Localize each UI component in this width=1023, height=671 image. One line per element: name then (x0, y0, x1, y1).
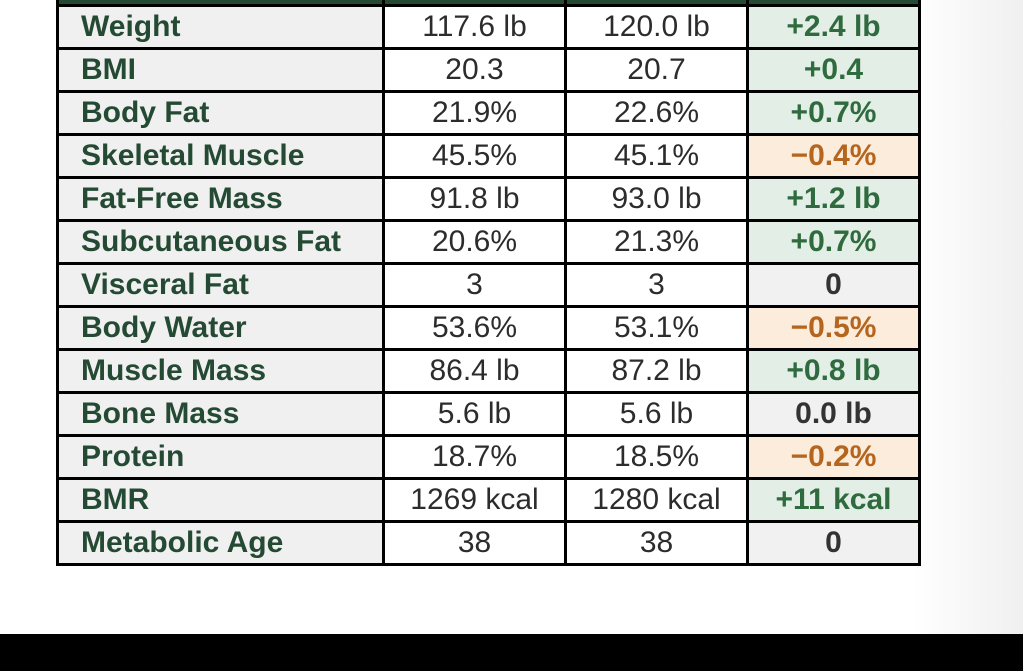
metric-label: Muscle Mass (56, 348, 385, 394)
table-row: BMR 1269 kcal 1280 kcal +11 kcal (56, 477, 921, 523)
change-value: +0.7% (746, 219, 921, 265)
table-row: Visceral Fat 3 3 0 (56, 262, 921, 308)
before-value: 86.4 lb (382, 348, 567, 394)
metric-label: Metabolic Age (56, 520, 385, 566)
before-value: 21.9% (382, 90, 567, 136)
metric-label: Body Fat (56, 90, 385, 136)
before-value: 45.5% (382, 133, 567, 179)
after-value: 87.2 lb (564, 348, 749, 394)
after-value: 22.6% (564, 90, 749, 136)
table-row: Bone Mass 5.6 lb 5.6 lb 0.0 lb (56, 391, 921, 437)
change-value: +0.4 (746, 47, 921, 93)
before-value: 38 (382, 520, 567, 566)
header-cell-before (382, 0, 567, 7)
before-value: 20.6% (382, 219, 567, 265)
table-row: Protein 18.7% 18.5% −0.2% (56, 434, 921, 480)
after-value: 38 (564, 520, 749, 566)
change-value: −0.2% (746, 434, 921, 480)
metric-label: Skeletal Muscle (56, 133, 385, 179)
table-row: Fat-Free Mass 91.8 lb 93.0 lb +1.2 lb (56, 176, 921, 222)
table-row: Skeletal Muscle 45.5% 45.1% −0.4% (56, 133, 921, 179)
before-value: 91.8 lb (382, 176, 567, 222)
metric-label: Body Water (56, 305, 385, 351)
table-row: Weight 117.6 lb 120.0 lb +2.4 lb (56, 4, 921, 50)
change-value: −0.4% (746, 133, 921, 179)
before-value: 117.6 lb (382, 4, 567, 50)
after-value: 3 (564, 262, 749, 308)
before-value: 53.6% (382, 305, 567, 351)
after-value: 21.3% (564, 219, 749, 265)
table-header-row (56, 0, 921, 7)
after-value: 20.7 (564, 47, 749, 93)
metric-label: Protein (56, 434, 385, 480)
header-cell-after (564, 0, 749, 7)
before-value: 1269 kcal (382, 477, 567, 523)
metric-label: Visceral Fat (56, 262, 385, 308)
table-row: Body Water 53.6% 53.1% −0.5% (56, 305, 921, 351)
before-value: 20.3 (382, 47, 567, 93)
change-value: +11 kcal (746, 477, 921, 523)
header-cell-change (746, 0, 921, 7)
table-row: Muscle Mass 86.4 lb 87.2 lb +0.8 lb (56, 348, 921, 394)
table-row: Subcutaneous Fat 20.6% 21.3% +0.7% (56, 219, 921, 265)
change-value: +0.8 lb (746, 348, 921, 394)
table-row: Body Fat 21.9% 22.6% +0.7% (56, 90, 921, 136)
after-value: 5.6 lb (564, 391, 749, 437)
metric-label: BMR (56, 477, 385, 523)
change-value: −0.5% (746, 305, 921, 351)
change-value: +0.7% (746, 90, 921, 136)
metric-label: Subcutaneous Fat (56, 219, 385, 265)
page-edge-shading (913, 0, 1023, 640)
after-value: 1280 kcal (564, 477, 749, 523)
after-value: 93.0 lb (564, 176, 749, 222)
table-row: BMI 20.3 20.7 +0.4 (56, 47, 921, 93)
change-value: 0.0 lb (746, 391, 921, 437)
after-value: 18.5% (564, 434, 749, 480)
before-value: 5.6 lb (382, 391, 567, 437)
after-value: 45.1% (564, 133, 749, 179)
bottom-black-bar (0, 634, 1023, 671)
before-value: 18.7% (382, 434, 567, 480)
body-composition-table: Weight 117.6 lb 120.0 lb +2.4 lb BMI 20.3 20.7… (56, 0, 921, 566)
change-value: +1.2 lb (746, 176, 921, 222)
metric-label: Bone Mass (56, 391, 385, 437)
before-value: 3 (382, 262, 567, 308)
metric-label: BMI (56, 47, 385, 93)
change-value: +2.4 lb (746, 4, 921, 50)
change-value: 0 (746, 262, 921, 308)
metric-label: Fat-Free Mass (56, 176, 385, 222)
after-value: 120.0 lb (564, 4, 749, 50)
metric-label: Weight (56, 4, 385, 50)
change-value: 0 (746, 520, 921, 566)
table-row: Metabolic Age 38 38 0 (56, 520, 921, 566)
after-value: 53.1% (564, 305, 749, 351)
header-cell-metric (56, 0, 385, 7)
